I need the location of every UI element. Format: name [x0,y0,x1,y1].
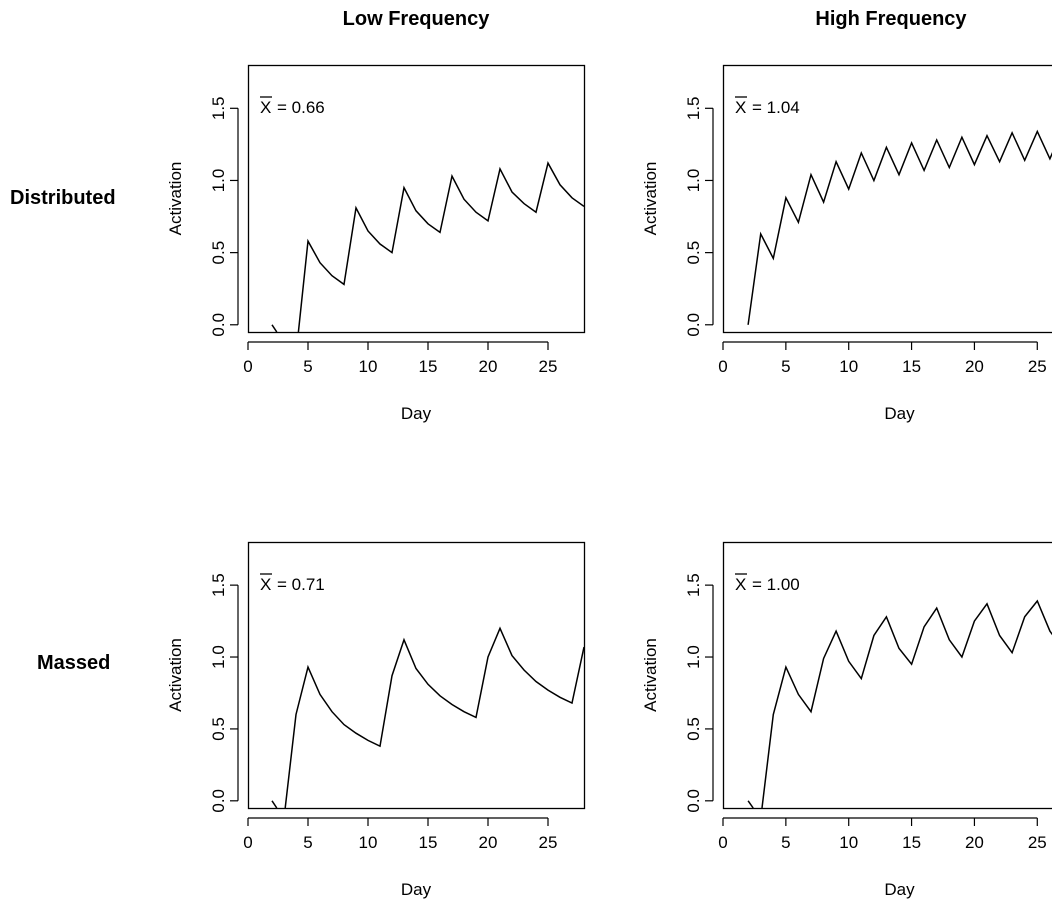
x-tick-label: 5 [781,357,790,376]
x-axis-label: Day [884,404,915,423]
mean-symbol: X [735,98,746,117]
y-axis-label: Activation [166,638,185,712]
y-tick-label: 0.0 [684,789,703,813]
x-tick-label: 25 [539,357,558,376]
y-tick-label: 0.5 [684,717,703,741]
y-tick-label: 0.5 [684,241,703,265]
y-tick-label: 0.0 [209,313,228,337]
activation-line [747,800,754,808]
y-tick-label: 1.5 [684,573,703,597]
activation-line [747,129,1052,325]
y-tick-label: 1.0 [684,645,703,669]
x-tick-label: 20 [479,833,498,852]
y-axis-label: Activation [166,162,185,236]
y-tick-label: 1.0 [209,645,228,669]
x-tick-label: 20 [965,357,984,376]
x-tick-label: 15 [902,833,921,852]
mean-value: = 0.66 [277,98,325,117]
x-tick-label: 0 [718,833,727,852]
x-tick-label: 10 [359,833,378,852]
x-tick-label: 0 [243,357,252,376]
chart-panel-distributed-high-frequency: 0 5 10 15 20 25 Day 0.0 0.5 1.0 1.5 Activation X = 1.… [641,64,1052,423]
plot-frame [722,64,1052,334]
y-tick-label: 0.5 [209,717,228,741]
x-tick-label: 0 [718,357,727,376]
x-tick-label: 10 [359,357,378,376]
x-tick-label: 20 [965,833,984,852]
mean-value: = 1.00 [752,575,800,594]
chart-panel-distributed-low-frequency: 0 5 10 15 20 25 Day 0.0 0.5 1.0 1.5 Activation X = 0.… [166,64,586,423]
mean-value: = 1.04 [752,98,800,117]
y-tick-label: 1.5 [209,96,228,120]
x-tick-label: 15 [419,357,438,376]
column-title-low-frequency: Low Frequency [342,8,490,30]
x-tick-label: 5 [303,833,312,852]
activation-line [284,626,584,808]
row-title-massed: Massed [37,652,111,674]
y-axis-label: Activation [641,162,660,236]
x-tick-label: 20 [479,357,498,376]
x-axis-label: Day [401,404,432,423]
activation-line [761,599,1052,808]
mean-symbol: X [735,575,746,594]
plot-frame [247,541,586,810]
x-tick-label: 5 [781,833,790,852]
y-tick-label: 1.0 [209,169,228,193]
y-tick-label: 1.5 [684,96,703,120]
x-tick-label: 10 [839,357,858,376]
column-title-high-frequency: High Frequency [815,8,967,30]
y-tick-label: 1.5 [209,573,228,597]
x-tick-label: 25 [1028,833,1047,852]
x-tick-label: 10 [839,833,858,852]
activation-line [271,800,278,808]
plot-frame [247,64,586,334]
y-tick-label: 0.0 [684,313,703,337]
mean-symbol: X [260,98,271,117]
y-tick-label: 0.5 [209,241,228,265]
x-tick-label: 5 [303,357,312,376]
x-tick-label: 25 [1028,357,1047,376]
x-axis-label: Day [401,880,432,899]
x-tick-label: 15 [902,357,921,376]
chart-panel-massed-high-frequency: 0 5 10 15 20 25 Day 0.0 0.5 1.0 1.5 Activation X = 1.… [641,541,1052,899]
activation-line [297,161,584,332]
x-tick-label: 25 [539,833,558,852]
x-axis-label: Day [884,880,915,899]
y-tick-label: 1.0 [684,169,703,193]
y-axis-label: Activation [641,638,660,712]
activation-line [271,324,278,332]
y-tick-label: 0.0 [209,789,228,813]
row-title-distributed: Distributed [10,187,116,209]
x-tick-label: 15 [419,833,438,852]
chart-panel-massed-low-frequency: 0 5 10 15 20 25 Day 0.0 0.5 1.0 1.5 Activation X = 0.… [166,541,586,899]
plot-frame [722,541,1052,810]
mean-symbol: X [260,575,271,594]
mean-value: = 0.71 [277,575,325,594]
x-tick-label: 0 [243,833,252,852]
